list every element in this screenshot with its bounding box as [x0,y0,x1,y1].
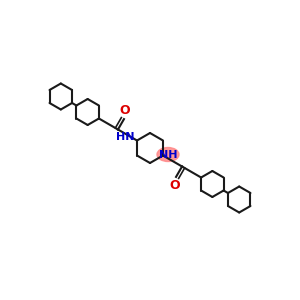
Ellipse shape [157,148,179,161]
Text: NH: NH [159,149,177,160]
Text: HN: HN [116,133,134,142]
Text: O: O [170,179,180,192]
Text: O: O [120,104,130,117]
